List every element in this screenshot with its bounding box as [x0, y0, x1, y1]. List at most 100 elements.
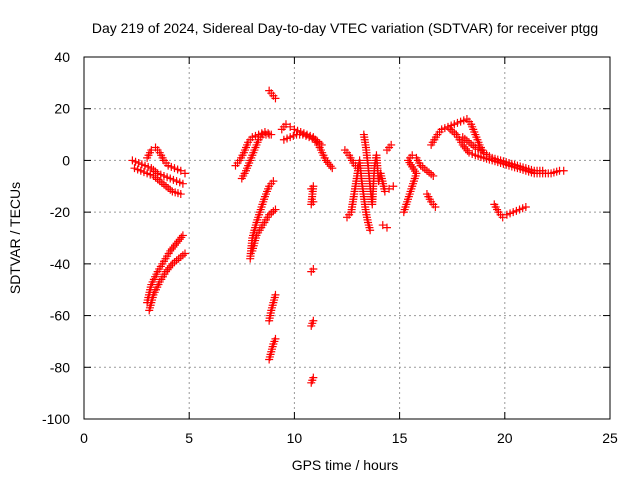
data-marker: [382, 146, 391, 155]
data-marker: [521, 202, 530, 211]
data-marker: [378, 221, 387, 230]
data-marker: [463, 146, 472, 155]
data-marker: [366, 226, 375, 235]
data-marker: [425, 168, 434, 177]
series-trace-17: [307, 373, 318, 387]
series-trace-7: [237, 130, 274, 183]
series-trace-12: [265, 334, 280, 364]
series-trace-1: [128, 156, 187, 188]
series-trace-8: [246, 177, 278, 263]
x-axis-label: GPS time / hours: [292, 457, 399, 473]
data-marker: [176, 166, 185, 175]
data-marker: [429, 171, 438, 180]
series-trace-5: [145, 249, 189, 315]
y-tick-label: 0: [62, 152, 70, 168]
data-marker: [317, 140, 326, 149]
series-trace-23: [427, 115, 488, 157]
plot-frame: [83, 56, 611, 420]
series-trace-25: [458, 133, 547, 175]
series-trace-15: [307, 265, 318, 276]
data-marker: [269, 177, 278, 186]
series-trace-21: [399, 151, 438, 217]
series-trace-11: [265, 290, 280, 325]
series-trace-19: [343, 130, 398, 235]
y-tick-labels: -100 -80 -60 -40 -20 0 20 40: [42, 49, 70, 427]
series-trace-22: [422, 190, 440, 211]
y-tick-label: -60: [50, 308, 70, 324]
data-marker: [271, 290, 280, 299]
data-marker: [385, 184, 394, 193]
data-marker: [157, 178, 166, 187]
data-marker: [431, 202, 440, 211]
data-marker: [467, 140, 476, 149]
data-marker: [450, 128, 459, 137]
series-trace-3: [143, 143, 189, 178]
series-trace-2: [130, 164, 185, 199]
axis-ticks: [83, 56, 611, 420]
series-trace-18: [307, 182, 318, 209]
data-marker: [309, 316, 318, 325]
series-trace-26: [490, 200, 530, 222]
y-tick-label: 40: [54, 49, 70, 65]
data-marker: [460, 134, 469, 143]
y-tick-label: -100: [42, 411, 70, 427]
data-marker: [326, 162, 335, 171]
data-marker: [271, 205, 280, 214]
x-tick-labels: 0 5 10 15 20 25: [80, 430, 618, 446]
data-marker: [382, 223, 391, 232]
data-marker: [162, 182, 171, 191]
chart-title: Day 219 of 2024, Sidereal Day-to-day VTE…: [92, 20, 598, 36]
data-marker: [309, 373, 318, 382]
data-marker: [265, 130, 274, 139]
grid-lines: [84, 57, 610, 419]
data-marker: [174, 254, 183, 263]
data-marker: [353, 164, 362, 173]
x-tick-label: 10: [287, 430, 303, 446]
y-axis-label: SDTVAR / TECUs: [7, 182, 23, 294]
data-marker: [180, 169, 189, 178]
data-marker: [267, 209, 276, 218]
series-trace-13: [277, 120, 337, 173]
data-marker: [418, 163, 427, 172]
series-trace-24: [446, 125, 568, 178]
data-marker: [498, 213, 507, 222]
x-tick-label: 20: [497, 430, 513, 446]
data-marker: [448, 127, 457, 136]
y-tick-label: 20: [54, 101, 70, 117]
data-marker: [271, 94, 280, 103]
x-tick-label: 25: [602, 430, 618, 446]
data-marker: [559, 166, 568, 175]
series-trace-9: [248, 205, 280, 255]
data-marker: [155, 177, 164, 186]
data-marker: [176, 252, 185, 261]
data-marker: [389, 182, 398, 191]
data-marker: [328, 164, 337, 173]
data-marker: [269, 207, 278, 216]
data-marker: [469, 141, 478, 150]
data-marker: [164, 184, 173, 193]
data-marker: [271, 334, 280, 343]
data-marker: [180, 249, 189, 258]
series-trace-6: [231, 127, 276, 170]
data-marker: [281, 120, 290, 129]
series-trace-20: [340, 146, 362, 173]
data-marker: [178, 251, 187, 260]
data-marker: [286, 122, 295, 131]
data-marker: [178, 231, 187, 240]
data-marker: [309, 197, 318, 206]
series-trace-16: [307, 316, 318, 330]
data-marker: [176, 190, 185, 199]
data-points: [128, 86, 568, 387]
series-trace-10: [265, 86, 280, 103]
x-tick-label: 15: [392, 430, 408, 446]
data-marker: [380, 187, 389, 196]
series-trace-14: [279, 130, 326, 149]
data-marker: [170, 258, 179, 267]
y-tick-label: -40: [50, 256, 70, 272]
data-marker: [166, 261, 175, 270]
data-marker: [177, 233, 186, 242]
data-marker: [309, 265, 318, 274]
x-tick-label: 0: [80, 430, 88, 446]
y-tick-label: -20: [50, 204, 70, 220]
